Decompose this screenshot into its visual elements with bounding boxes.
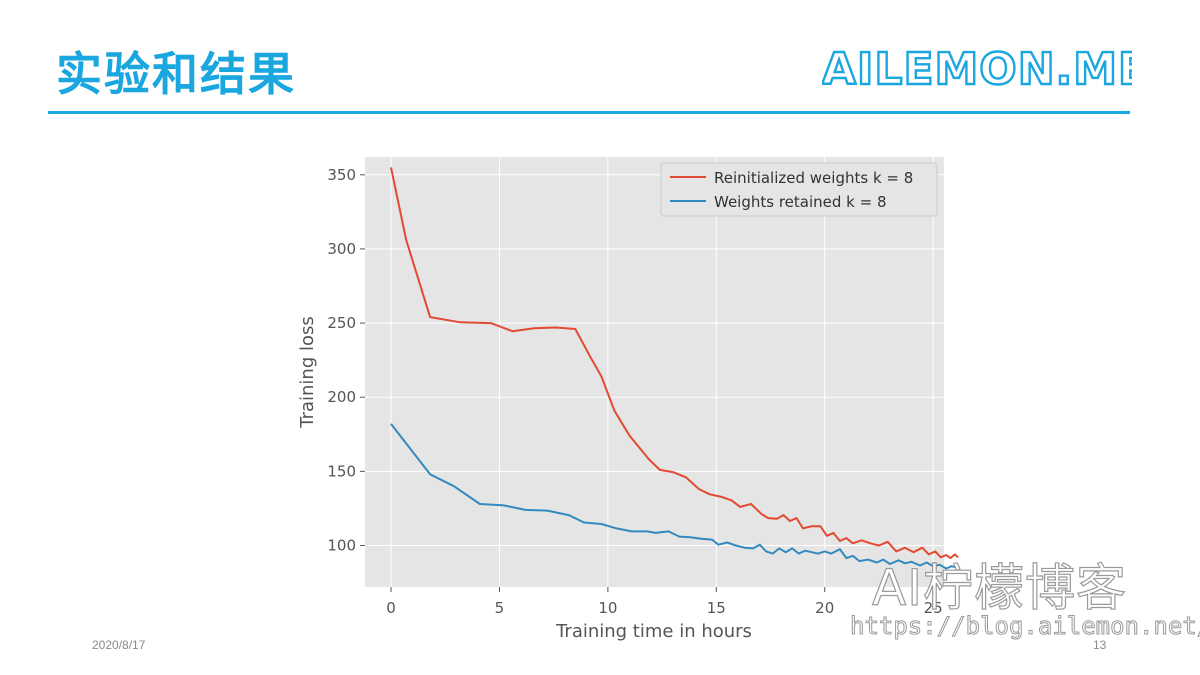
x-tick-label: 20 — [815, 599, 834, 617]
footer-page-number: 13 — [1093, 638, 1107, 652]
x-axis-label: Training time in hours — [555, 621, 752, 642]
legend: Reinitialized weights k = 8 Weights reta… — [660, 162, 938, 217]
legend-box — [660, 162, 938, 217]
y-tick-label: 300 — [327, 240, 356, 258]
y-tick-label: 250 — [327, 314, 356, 332]
series-line-reinitialized — [390, 167, 959, 560]
x-tick-label: 25 — [924, 599, 943, 617]
slide-title: 实验和结果 — [56, 47, 296, 101]
watermark-text: AI柠檬博客 — [871, 558, 1127, 617]
legend-label-retained: Weights retained k = 8 — [714, 193, 887, 211]
y-axis-label: Training loss — [297, 316, 318, 429]
tick-labels: 0 5 10 15 20 25 100 150 200 250 300 350 — [327, 166, 942, 617]
y-tick-label: 150 — [327, 462, 356, 480]
series-line-retained — [390, 423, 958, 570]
x-tick-label: 0 — [386, 599, 396, 617]
x-tick-label: 15 — [707, 599, 726, 617]
legend-label-reinitialized: Reinitialized weights k = 8 — [714, 169, 913, 187]
watermark-url: https://blog.ailemon.net/ — [849, 612, 1200, 641]
x-tick-label: 10 — [598, 599, 617, 617]
header-divider — [48, 111, 1130, 114]
x-tick-label: 5 — [495, 599, 505, 617]
brand-logo-text: AILEMON.ME — [822, 44, 1132, 95]
brand-logo: AILEMON.ME — [822, 43, 1132, 96]
y-tick-label: 200 — [327, 388, 356, 406]
series-group — [390, 167, 959, 570]
y-tick-label: 350 — [327, 166, 356, 184]
footer-date: 2020/8/17 — [92, 638, 146, 652]
y-tick-label: 100 — [327, 536, 356, 554]
grid-lines — [365, 157, 944, 587]
plot-area — [365, 157, 944, 587]
